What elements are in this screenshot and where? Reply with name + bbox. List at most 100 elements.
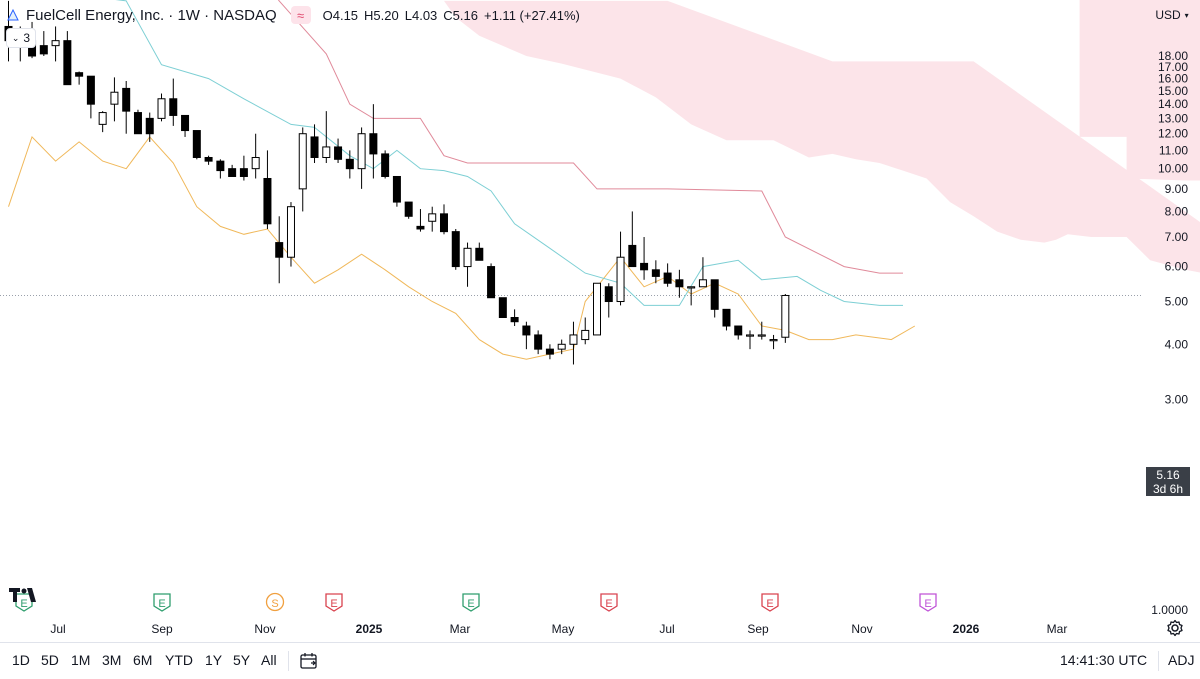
range-button-1d[interactable]: 1D <box>12 652 30 668</box>
price-tick-label: 13.00 <box>1158 111 1188 125</box>
candle-body <box>39 45 48 55</box>
earnings-event-icon[interactable] <box>462 593 480 612</box>
currency-label: USD <box>1155 8 1181 22</box>
candle <box>522 321 531 350</box>
range-button-3m[interactable]: 3M <box>102 652 122 668</box>
gear-icon[interactable] <box>1166 619 1184 637</box>
earnings-event-icon[interactable] <box>600 593 618 612</box>
candle-body <box>110 91 119 105</box>
price-tick-label: 7.00 <box>1165 230 1189 244</box>
candle <box>369 104 378 179</box>
candle <box>39 31 48 56</box>
currency-selector[interactable]: USD ▾ <box>1148 2 1196 28</box>
candle-body <box>275 242 284 258</box>
candle-body <box>51 40 60 47</box>
candle <box>734 325 743 340</box>
candle <box>451 228 460 270</box>
candle-body <box>487 266 496 299</box>
price-tick-label: 1.0000 <box>1151 603 1188 617</box>
candle <box>181 114 190 137</box>
candle <box>710 279 719 318</box>
candle-body <box>781 294 790 338</box>
candle-body <box>475 247 484 261</box>
symbol-title[interactable]: FuelCell Energy, Inc. · 1W · NASDAQ <box>26 6 277 24</box>
earnings-event-icon[interactable] <box>761 593 779 612</box>
range-button-5d[interactable]: 5D <box>41 652 59 668</box>
tradingview-logo-icon[interactable] <box>8 585 40 605</box>
candle-body <box>757 334 766 337</box>
ichimoku-cloud-right <box>1079 0 1200 181</box>
candle <box>169 78 178 126</box>
range-button-all[interactable]: All <box>261 652 277 668</box>
candle <box>275 216 284 284</box>
candle <box>663 263 672 287</box>
price-tick-label: 6.00 <box>1165 260 1189 274</box>
candle <box>534 330 543 355</box>
candle <box>334 138 343 163</box>
range-button-6m[interactable]: 6M <box>133 652 153 668</box>
candle-body <box>522 325 531 336</box>
candle-body <box>404 201 413 217</box>
candle <box>616 231 625 306</box>
candle <box>581 317 590 345</box>
calendar-goto-icon[interactable] <box>299 651 319 671</box>
event-letter: E <box>467 598 474 610</box>
candle-body <box>698 279 707 288</box>
earnings-event-icon[interactable] <box>153 593 171 612</box>
indicator-count: 3 <box>23 31 31 45</box>
candle-body <box>545 348 554 355</box>
candle <box>122 80 131 134</box>
earnings-event-icon[interactable] <box>325 593 343 612</box>
candle-body <box>204 156 213 162</box>
candle <box>428 206 437 232</box>
candle-body <box>181 114 190 132</box>
candle-body <box>687 286 696 289</box>
wave-icon[interactable]: ≈ <box>290 6 311 24</box>
range-button-ytd[interactable]: YTD <box>165 652 193 668</box>
event-letter: E <box>766 598 773 610</box>
range-button-5y[interactable]: 5Y <box>233 652 251 668</box>
candle <box>439 204 448 235</box>
candle-body <box>369 133 378 155</box>
candle-body <box>392 175 401 203</box>
candle <box>251 133 260 179</box>
candle-body <box>239 168 248 177</box>
candle <box>216 159 225 179</box>
indicators-collapse-button[interactable]: ⌄ 3 <box>6 28 36 48</box>
event-letter: E <box>20 598 27 610</box>
base-line <box>277 0 903 274</box>
event-letter: S <box>271 598 278 610</box>
range-button-1y[interactable]: 1Y <box>205 652 223 668</box>
candle-body <box>675 279 684 288</box>
adj-toggle[interactable]: ADJ <box>1168 652 1195 668</box>
candle <box>263 150 272 229</box>
time-tick-label: Sep <box>747 622 769 636</box>
price-tick-label: 15.00 <box>1158 84 1188 98</box>
price-tick-label: 17.00 <box>1158 60 1188 74</box>
candle <box>757 321 766 340</box>
candle <box>475 242 484 261</box>
price-tick-label: 11.00 <box>1159 143 1188 157</box>
time-tick-label: Jul <box>50 622 65 636</box>
candle-body <box>746 334 755 337</box>
split-event-icon[interactable] <box>265 592 285 612</box>
candle <box>651 260 660 284</box>
candle-body <box>734 325 743 336</box>
candle <box>157 93 166 122</box>
price-tick-label: 8.00 <box>1165 204 1189 218</box>
earnings-event-icon[interactable] <box>919 593 937 612</box>
bar-countdown: 3d 6h <box>1152 482 1184 496</box>
open-value: O4.15 <box>322 7 359 23</box>
candle-body <box>63 40 72 86</box>
range-button-1m[interactable]: 1M <box>71 652 91 668</box>
candle <box>487 263 496 299</box>
utc-clock[interactable]: 14:41:30 UTC <box>1060 652 1148 668</box>
time-tick-label: 2025 <box>356 622 383 636</box>
price-tick-label: 10.00 <box>1158 162 1188 176</box>
candle-body <box>769 339 778 342</box>
candle-body <box>604 286 613 303</box>
candle <box>298 127 307 212</box>
candle-body <box>251 156 260 170</box>
